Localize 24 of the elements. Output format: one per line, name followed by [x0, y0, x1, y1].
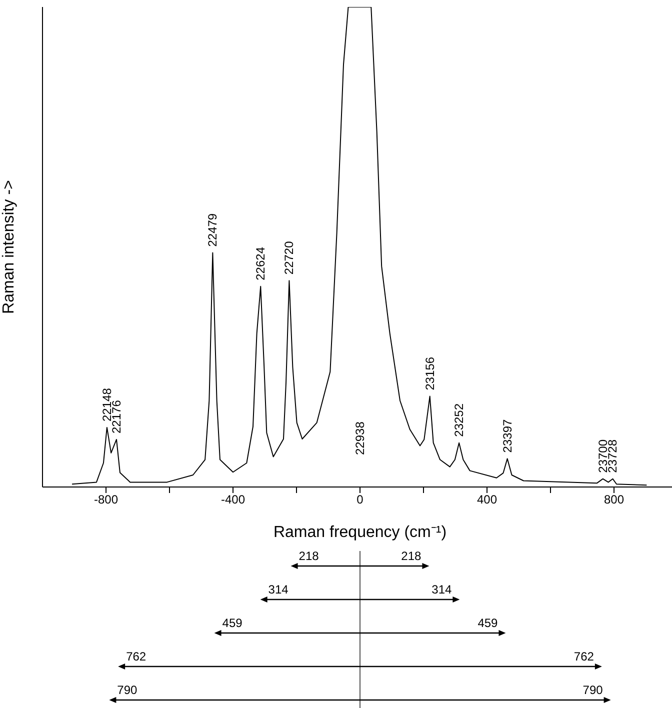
annotation: 22720	[282, 240, 296, 275]
text: 459	[478, 616, 498, 630]
x-axis-title: Raman frequency (cm⁻¹)	[273, 524, 447, 541]
text: 762	[126, 650, 146, 664]
x-tick-label: -400	[220, 492, 246, 507]
x-tick-label: 0	[356, 492, 364, 507]
text: 218	[401, 549, 422, 563]
text: 218	[298, 549, 320, 563]
text: 790	[582, 683, 604, 697]
annotation: 23252	[452, 403, 466, 437]
x-tick-label: 800	[604, 492, 624, 507]
text: 459	[222, 616, 243, 630]
text: 762	[574, 650, 594, 664]
annotation: 23397	[500, 418, 514, 453]
annotation: 22938	[353, 421, 367, 455]
text: 314	[268, 582, 289, 596]
annotation: 22624	[254, 246, 268, 280]
x-tick-label: 400	[476, 492, 498, 507]
text: 790	[117, 683, 138, 697]
text: 314	[432, 582, 452, 596]
annotation: 23156	[422, 356, 437, 390]
y-axis-title: Raman intensity ->	[0, 180, 18, 314]
annotation: 22479	[206, 213, 220, 247]
x-tick-label: -800	[94, 492, 118, 507]
